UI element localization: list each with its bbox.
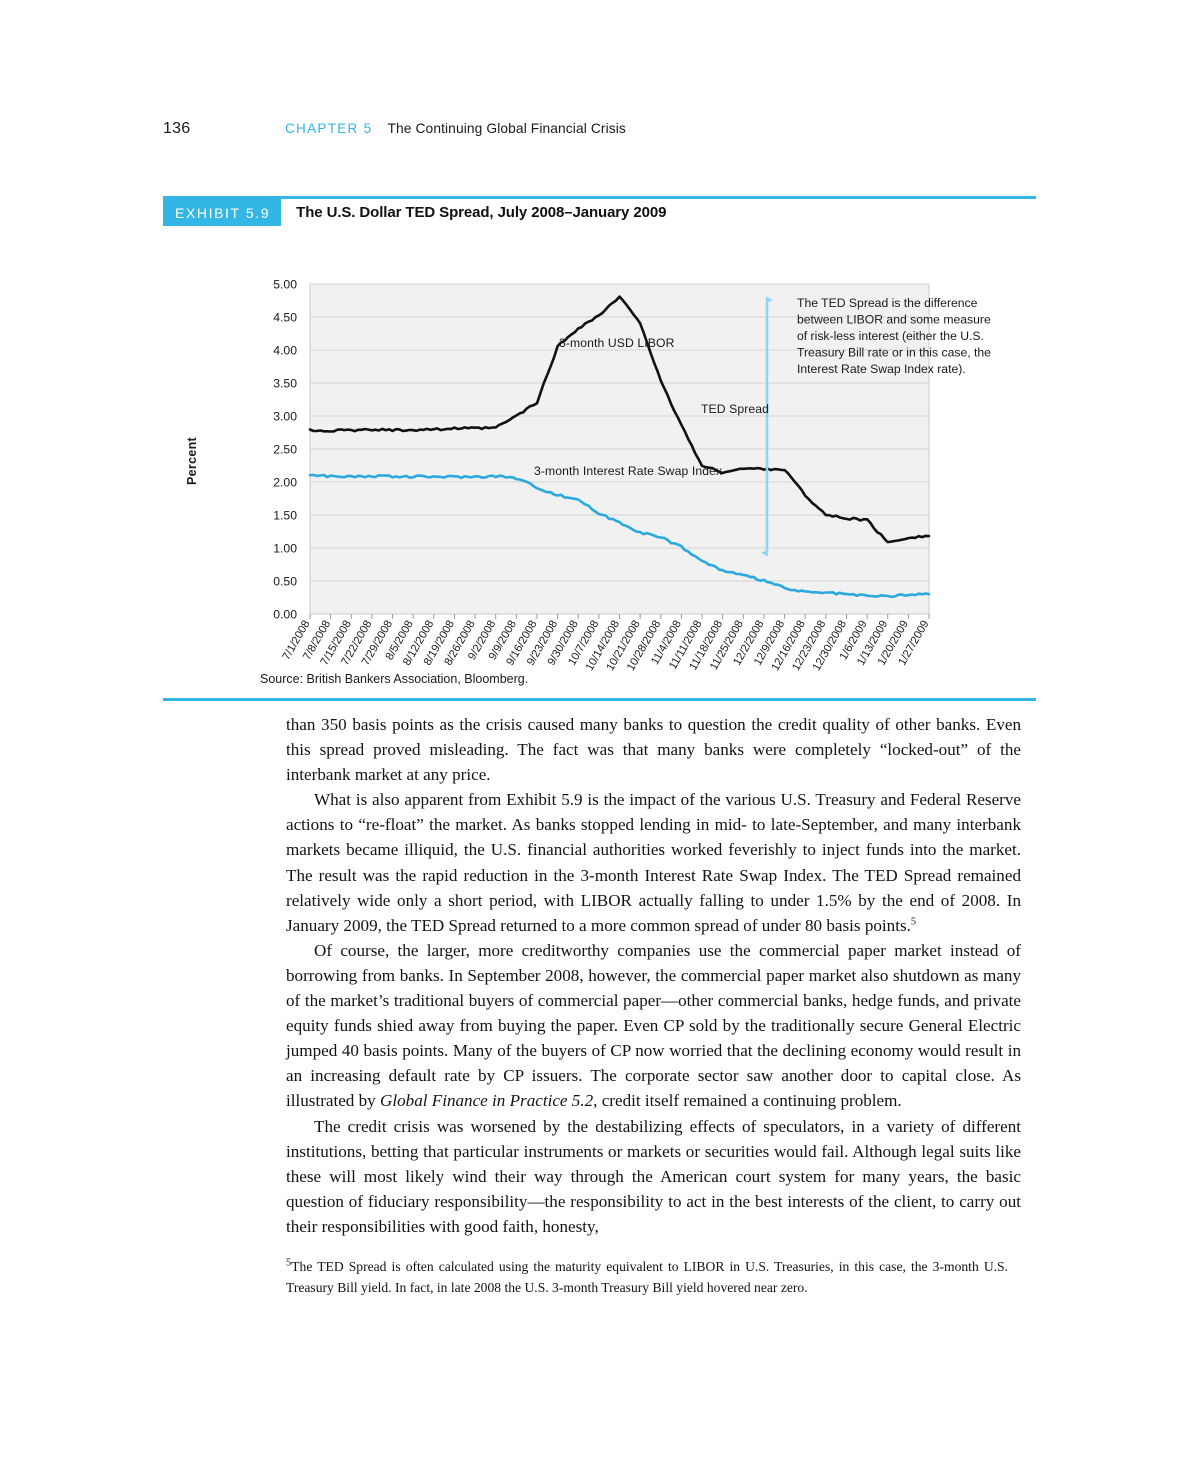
footnote-marker-inline: 5 [910, 916, 917, 928]
paragraph-4: The credit crisis was worsened by the de… [286, 1116, 1021, 1236]
x-axis-tick-marks [309, 614, 930, 619]
body-text: than 350 basis points as the crisis caus… [286, 712, 1021, 1239]
italic-reference: Global Finance in Practice 5.2 [380, 1091, 594, 1111]
y-tick-label: 2.00 [273, 476, 297, 490]
series-line-swap-index [308, 473, 931, 599]
callout-line: The TED Spread is the difference [797, 296, 978, 310]
y-axis-tick-labels: 0.00 0.50 1.00 1.50 2.00 2.50 3.00 3.50 4.00 4.50… [273, 278, 297, 622]
paragraph-1: than 350 basis points as the crisis caus… [286, 715, 1021, 785]
exhibit-block: EXHIBIT 5.9 The U.S. Dollar TED Spread, … [163, 196, 1036, 701]
paragraph-3-text: Of course, the larger, more creditworthy… [286, 940, 1021, 1111]
chapter-label: CHAPTER 5 [285, 121, 373, 136]
exhibit-title: The U.S. Dollar TED Spread, July 2008–Ja… [296, 204, 667, 221]
exhibit-header: EXHIBIT 5.9 The U.S. Dollar TED Spread, … [163, 199, 1036, 226]
footnote-block: 5The TED Spread is often calculated usin… [286, 1256, 1008, 1298]
exhibit-top-rule [163, 196, 1036, 199]
exhibit-bottom-rule [163, 698, 1036, 701]
paragraph-2-text: What is also apparent from Exhibit 5.9 i… [286, 790, 1021, 935]
y-tick-label: 0.00 [273, 608, 297, 622]
y-tick-label: 5.00 [273, 278, 297, 292]
y-tick-label: 0.50 [273, 575, 297, 589]
series-line-libor [308, 295, 931, 544]
x-axis-date-labels: 7/1/20087/8/20087/15/20087/22/20087/29/2… [280, 618, 931, 671]
callout-line: Treasury Bill rate or in this case, the [797, 346, 991, 360]
y-tick-label: 1.00 [273, 542, 297, 556]
y-tick-label: 4.50 [273, 311, 297, 325]
callout-line: between LIBOR and some measure [797, 313, 991, 327]
y-gridlines [310, 283, 929, 582]
y-tick-label: 3.00 [273, 410, 297, 424]
callout-line: of risk-less interest (either the U.S. [797, 329, 984, 343]
exhibit-badge: EXHIBIT 5.9 [163, 199, 282, 226]
y-tick-label: 2.50 [273, 443, 297, 457]
libor-series-label: 3-month USD LIBOR [559, 336, 675, 350]
footnote-text: 5The TED Spread is often calculated usin… [286, 1256, 1008, 1298]
y-axis-label: Percent [185, 436, 199, 484]
paragraph-2: What is also apparent from Exhibit 5.9 i… [286, 787, 1021, 938]
chapter-title: The Continuing Global Financial Crisis [387, 121, 626, 136]
y-tick-label: 1.50 [273, 509, 297, 523]
callout-line: Interest Rate Swap Index rate). [797, 362, 966, 376]
chart-source: Source: British Bankers Association, Blo… [260, 672, 529, 686]
footnote-body: The TED Spread is often calculated using… [286, 1259, 1008, 1295]
paragraph-3-tail: , credit itself remained a continuing pr… [593, 1091, 902, 1111]
ted-spread-chart: 0.00 0.50 1.00 1.50 2.00 2.50 3.00 3.50 4.00 4.50… [163, 226, 1036, 672]
page-number: 136 [163, 120, 191, 137]
y-tick-label: 3.50 [273, 377, 297, 391]
chart-svg: 0.00 0.50 1.00 1.50 2.00 2.50 3.00 3.50 4.00 4.50… [185, 278, 991, 672]
swap-index-series-label: 3-month Interest Rate Swap Index [534, 464, 722, 478]
running-head: 136 CHAPTER 5 The Continuing Global Fina… [163, 120, 1043, 142]
chart-callout-note: The TED Spread is the difference between … [797, 296, 991, 376]
ted-spread-label: TED Spread [701, 402, 769, 416]
paragraph-3: Of course, the larger, more creditworthy… [286, 938, 1021, 1114]
y-tick-label: 4.00 [273, 344, 297, 358]
footnote-marker: 5 [286, 1257, 292, 1269]
